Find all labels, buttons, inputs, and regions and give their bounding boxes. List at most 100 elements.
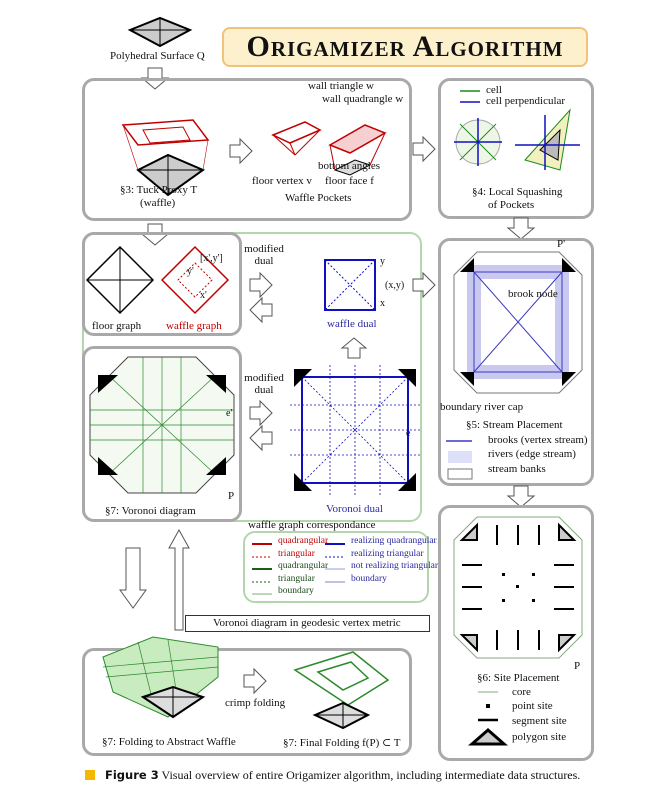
legend-entry: realizing triangular [351,548,424,559]
site-placement-panel [438,505,594,761]
figure-caption: Figure 3 Visual overview of entire Origa… [85,768,580,783]
wall-quadrangle-label: wall quadrangle w [322,93,404,105]
waffle-dual-label: waffle dual [327,318,377,330]
correspondence-legend [243,531,429,603]
stream-placement-illustration [453,251,583,394]
legend-entry: quadrangular [278,561,329,571]
brook-node-label: brook node [508,288,558,300]
caption-text: Visual overview of entire Origamizer alg… [161,768,581,782]
site-placement-illustration [453,516,583,659]
legend-entry: realizing quadrangular [351,536,437,546]
boundary-river-cap-label: boundary river cap [440,401,524,413]
e-prime-label: e' [226,408,233,419]
modified-dual-arrow-icon [249,399,273,452]
correspondence-title: waffle graph correspondance [248,519,376,531]
floor-face-label: floor face f [325,175,374,187]
modified-dual-label: modified dual [244,243,284,267]
coord-label: [x',y'] [200,253,223,264]
modified-dual-arrow-icon [249,271,273,324]
down-arrow-icon [119,547,147,609]
metric-label-box [185,615,430,632]
folding-panel [82,648,412,756]
figure-number: Figure 3 [105,768,159,782]
tuck-proxy-illustration [121,119,210,197]
legend-stream-banks: stream banks [488,463,546,475]
p-prime-label: P' [557,238,566,250]
page-title: Origamizer Algorithm [222,27,588,67]
legend-entry: boundary [278,586,314,596]
legend-cell-swatch [460,90,480,103]
legend-entry: triangular [278,573,315,584]
xy-label: (x,y) [385,280,405,291]
floor-vertex-label: floor vertex v [252,175,312,187]
y-label: y [380,256,385,267]
wall-triangle-label: wall triangle w [308,80,374,92]
legend-line-swatch [325,568,345,570]
floor-graph-panel [82,232,242,336]
waffle-pockets-title: Waffle Pockets [285,192,352,204]
floor-graph-illustration [85,245,230,315]
legend-entry: triangular [278,548,315,559]
abstract-waffle-label: §7: Folding to Abstract Waffle [102,736,236,748]
site-placement-title: §6: Site Placement [477,672,560,684]
waffle-graph-label: waffle graph [166,320,222,332]
local-squashing-title: §4: Local Squashing [472,186,563,198]
legend-line-swatch [325,556,345,557]
voronoi-dual-label: Voronoi dual [326,503,383,515]
legend-core: core [512,686,531,698]
modified-dual-label-2: modified dual [244,372,284,396]
tuck-proxy-sublabel: (waffle) [140,197,176,209]
voronoi-diagram-illustration [89,356,235,494]
tuck-proxy-label: §3: Tuck Proxy T [120,184,198,196]
legend-cell: cell [486,84,502,96]
legend-polygon-site: polygon site [512,731,567,743]
legend-entry: not realizing triangular [351,561,439,571]
stream-legend-swatches [446,440,473,480]
legend-line-swatch [252,581,272,582]
down-arrow-icon [506,485,536,508]
waffle-pockets-illustration [271,121,387,176]
legend-point-site: point site [512,700,553,712]
local-squashing-subtitle: of Pockets [488,199,535,211]
right-arrow-icon [412,135,436,163]
right-arrow-icon [229,137,253,165]
voronoi-panel [82,346,242,522]
right-arrow-icon [412,271,436,299]
legend-line-swatch [252,543,272,545]
e-label: e [406,428,411,439]
waffle-dual-illustration [324,259,376,311]
legend-rivers: rivers (edge stream) [488,448,576,460]
up-arrow-icon [340,337,368,359]
legend-entry: boundary [351,573,387,584]
stream-placement-title: §5: Stream Placement [466,419,563,431]
tuck-proxy-panel [82,78,412,221]
final-folding-label: §7: Final Folding f(P) ⊂ T [283,737,401,749]
site-legend-swatches [468,691,508,746]
polyhedral-surface-icon [127,16,193,48]
right-arrow-icon [243,667,267,695]
floor-graph-label: floor graph [92,320,142,332]
voronoi-dual-illustration [290,365,420,495]
input-label: Polyhedral Surface Q [110,50,205,62]
voronoi-p-label: P [228,490,235,502]
legend-line-swatch [325,543,345,545]
up-arrow-icon [168,528,190,631]
crimp-folding-label: crimp folding [225,697,286,709]
legend-line-swatch [252,568,272,570]
abstract-waffle-illustration [102,636,219,719]
final-folding-illustration [293,651,390,730]
x-prime-label: x' [200,290,207,301]
stream-placement-panel [438,238,594,486]
metric-label: Voronoi diagram in geodesic vertex metri… [213,617,401,629]
y-prime-label: y' [187,266,194,277]
local-squashing-illustration [454,108,580,171]
legend-line-swatch [252,556,272,557]
site-p-label: P [574,660,581,672]
legend-segment-site: segment site [512,715,567,727]
voronoi-diagram-label: §7: Voronoi diagram [105,505,196,517]
legend-line-swatch [252,593,272,595]
legend-line-swatch [325,581,345,582]
caption-marker-icon [85,770,95,780]
legend-entry: quadrangular [278,536,329,546]
bottom-angles-label: bottom angles [318,160,381,172]
